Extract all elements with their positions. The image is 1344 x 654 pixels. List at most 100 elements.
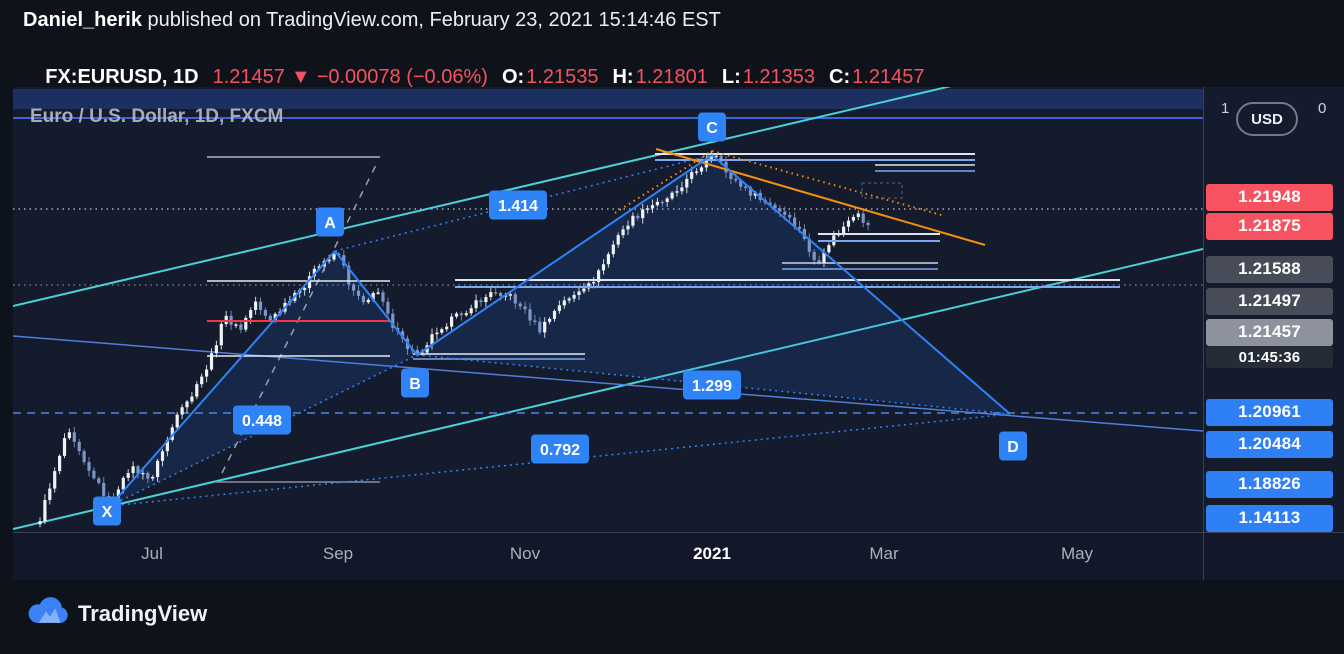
scale-top-price-fragment-left: 1	[1221, 100, 1230, 117]
candle-body	[489, 292, 493, 298]
candle-body	[734, 178, 738, 181]
ratio-label: 1.299	[692, 378, 732, 395]
symbol-header: FX:EURUSD, 1D 1.21457 ▼ −0.00078 (−0.06%) O:…	[23, 43, 924, 112]
candle-body	[170, 427, 174, 440]
time-label-sep: Sep	[322, 544, 354, 563]
scale-top-price-fragment-right: 0	[1318, 100, 1327, 117]
trend-channel-line	[13, 248, 1203, 530]
candle-body	[464, 313, 468, 316]
ohlc-value: 1.21353	[742, 66, 816, 88]
candle-body	[200, 376, 204, 385]
ratio-label-bg	[233, 405, 291, 435]
price-change: −0.00078 (−0.06%)	[316, 66, 488, 88]
candle-body	[352, 284, 356, 291]
symbol-interval: FX:EURUSD, 1D	[45, 66, 199, 88]
time-label-mar: Mar	[869, 544, 899, 563]
time-label-may: May	[1060, 544, 1094, 563]
time-label-jul: Jul	[141, 544, 163, 563]
candle-body	[866, 222, 870, 226]
candle-body	[214, 345, 218, 354]
candle-body	[38, 521, 42, 525]
candle-body	[156, 460, 160, 477]
time-axis: Jul Sep Nov 2021 Mar May	[13, 533, 1344, 580]
candle-body	[631, 215, 635, 226]
candle-body	[484, 297, 488, 303]
candle-body	[557, 305, 561, 311]
candle-body	[249, 309, 253, 318]
candle-body	[165, 439, 169, 452]
ohlc-key: L:	[721, 66, 741, 88]
candle-body	[97, 478, 101, 483]
pattern-leg-line	[711, 154, 1011, 415]
candle-body	[376, 292, 380, 294]
candle-body	[499, 292, 503, 297]
candle-body	[307, 276, 312, 289]
ohlc-value: 1.21457	[852, 66, 925, 88]
price-label-red: 1.21875	[1206, 212, 1333, 240]
candle-body	[77, 441, 81, 452]
candle-body	[543, 321, 547, 333]
candle-body	[224, 315, 228, 324]
candle-body	[538, 321, 542, 333]
published-text: published on TradingView.com, February 2…	[141, 9, 721, 31]
candle-body	[533, 320, 537, 322]
candle-body	[268, 315, 272, 321]
currency-toggle-button[interactable]: USD	[1236, 102, 1298, 136]
pattern-point-label-bg	[698, 112, 726, 142]
ohlc-key: C:	[829, 66, 851, 88]
candle-body	[303, 288, 307, 291]
last-price: 1.21457	[212, 66, 285, 88]
candle-body	[729, 172, 733, 179]
time-label-nov: Nov	[509, 544, 541, 563]
price-label-gray: 1.21588	[1206, 255, 1333, 283]
footer: TradingView	[0, 580, 1344, 654]
candle-body	[67, 432, 71, 439]
candle-body	[43, 499, 47, 522]
price-label-last: 1.21457	[1206, 318, 1333, 346]
pattern-leg-line	[334, 250, 418, 356]
price-label-gray: 1.21497	[1206, 287, 1333, 315]
candle-body	[577, 291, 581, 296]
candle-body	[430, 334, 434, 346]
candle-body	[347, 265, 351, 285]
ohlc-key: H:	[612, 66, 634, 88]
ratio-label-bg	[489, 190, 547, 220]
price-label-blue: 1.20961	[1206, 398, 1333, 426]
candle-body	[332, 253, 336, 260]
candle-body	[626, 225, 630, 230]
candle-body	[72, 432, 76, 442]
candle-body	[401, 331, 405, 339]
pattern-point-label: D	[1007, 439, 1019, 456]
candle-body	[254, 301, 258, 310]
candle-body	[592, 282, 596, 284]
pattern-leg-line	[416, 154, 713, 356]
price-chart-canvas: 1.414 0.448 1.299 0.792 X A B C D	[13, 87, 1203, 530]
candle-body	[572, 295, 576, 299]
ratio-label-bg	[531, 434, 589, 464]
candle-body	[822, 252, 826, 264]
candle-body	[616, 235, 620, 245]
candle-body	[587, 283, 591, 289]
candle-body	[650, 205, 655, 209]
candle-body	[739, 180, 743, 187]
candle-body	[548, 318, 552, 322]
price-label-blue: 1.20484	[1206, 430, 1333, 458]
candle-body	[508, 294, 512, 296]
candle-body	[695, 171, 699, 173]
candle-body	[415, 349, 419, 354]
candle-body	[136, 466, 140, 474]
ratio-label: 0.448	[242, 413, 282, 430]
candle-body	[175, 414, 179, 428]
candle-body	[753, 192, 757, 196]
tradingview-logo[interactable]: TradingView	[26, 597, 207, 630]
candle-body	[807, 238, 811, 252]
candle-body	[445, 326, 449, 330]
publish-header: Daniel_herik published on TradingView.co…	[23, 9, 721, 32]
candle-body	[846, 220, 851, 227]
candle-body	[552, 310, 557, 319]
pattern-point-label-bg	[401, 368, 429, 398]
candle-body	[190, 396, 194, 402]
candle-body	[851, 216, 855, 221]
pattern-fill	[110, 251, 417, 506]
candle-body	[783, 211, 787, 215]
